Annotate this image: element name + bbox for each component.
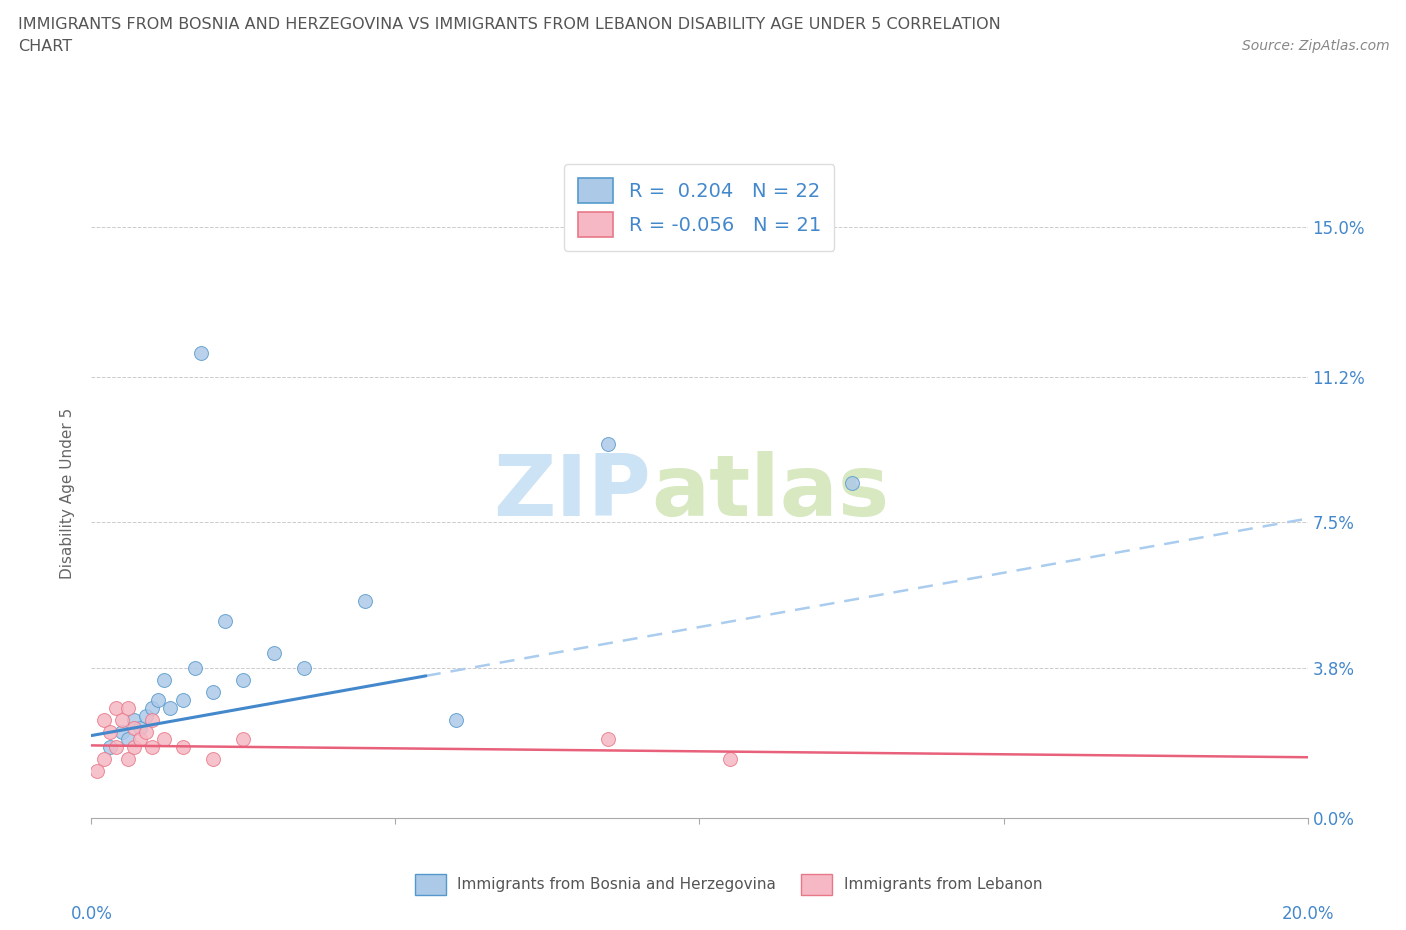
- Point: [122, 712, 145, 727]
- Text: ZIP: ZIP: [494, 451, 651, 535]
- Text: atlas: atlas: [651, 451, 889, 535]
- Point: [202, 684, 225, 699]
- Point: [104, 740, 127, 755]
- Point: [232, 673, 254, 688]
- Point: [444, 712, 467, 727]
- Point: [141, 740, 163, 755]
- Text: IMMIGRANTS FROM BOSNIA AND HERZEGOVINA VS IMMIGRANTS FROM LEBANON DISABILITY AGE: IMMIGRANTS FROM BOSNIA AND HERZEGOVINA V…: [18, 17, 1001, 32]
- Point: [172, 740, 194, 755]
- Point: [117, 732, 139, 747]
- Point: [172, 693, 194, 708]
- Point: [93, 751, 115, 766]
- Point: [122, 740, 145, 755]
- Point: [86, 764, 108, 778]
- Point: [148, 693, 170, 708]
- Point: [598, 436, 620, 451]
- Point: [841, 475, 863, 490]
- Point: [111, 724, 134, 739]
- Point: [292, 661, 315, 676]
- Point: [153, 732, 176, 747]
- Point: [184, 661, 207, 676]
- Point: [214, 614, 236, 629]
- Text: Immigrants from Bosnia and Herzegovina: Immigrants from Bosnia and Herzegovina: [457, 877, 776, 892]
- Point: [598, 732, 620, 747]
- Text: 20.0%: 20.0%: [1281, 905, 1334, 923]
- Point: [141, 712, 163, 727]
- Text: 0.0%: 0.0%: [70, 905, 112, 923]
- Text: CHART: CHART: [18, 39, 72, 54]
- Point: [153, 673, 176, 688]
- Legend: R =  0.204   N = 22, R = -0.056   N = 21: R = 0.204 N = 22, R = -0.056 N = 21: [564, 164, 835, 251]
- Point: [129, 732, 152, 747]
- Point: [354, 594, 377, 609]
- Point: [135, 709, 157, 724]
- Text: Source: ZipAtlas.com: Source: ZipAtlas.com: [1241, 39, 1389, 53]
- Point: [104, 700, 127, 715]
- Y-axis label: Disability Age Under 5: Disability Age Under 5: [60, 407, 76, 578]
- Point: [117, 751, 139, 766]
- Point: [122, 720, 145, 735]
- Point: [98, 724, 121, 739]
- Point: [232, 732, 254, 747]
- Point: [202, 751, 225, 766]
- Point: [135, 724, 157, 739]
- Point: [159, 700, 181, 715]
- Point: [117, 700, 139, 715]
- Point: [129, 720, 152, 735]
- Point: [93, 712, 115, 727]
- Point: [190, 345, 212, 360]
- Point: [718, 751, 741, 766]
- Point: [141, 700, 163, 715]
- Point: [98, 740, 121, 755]
- Text: Immigrants from Lebanon: Immigrants from Lebanon: [844, 877, 1042, 892]
- Point: [111, 712, 134, 727]
- Point: [263, 645, 285, 660]
